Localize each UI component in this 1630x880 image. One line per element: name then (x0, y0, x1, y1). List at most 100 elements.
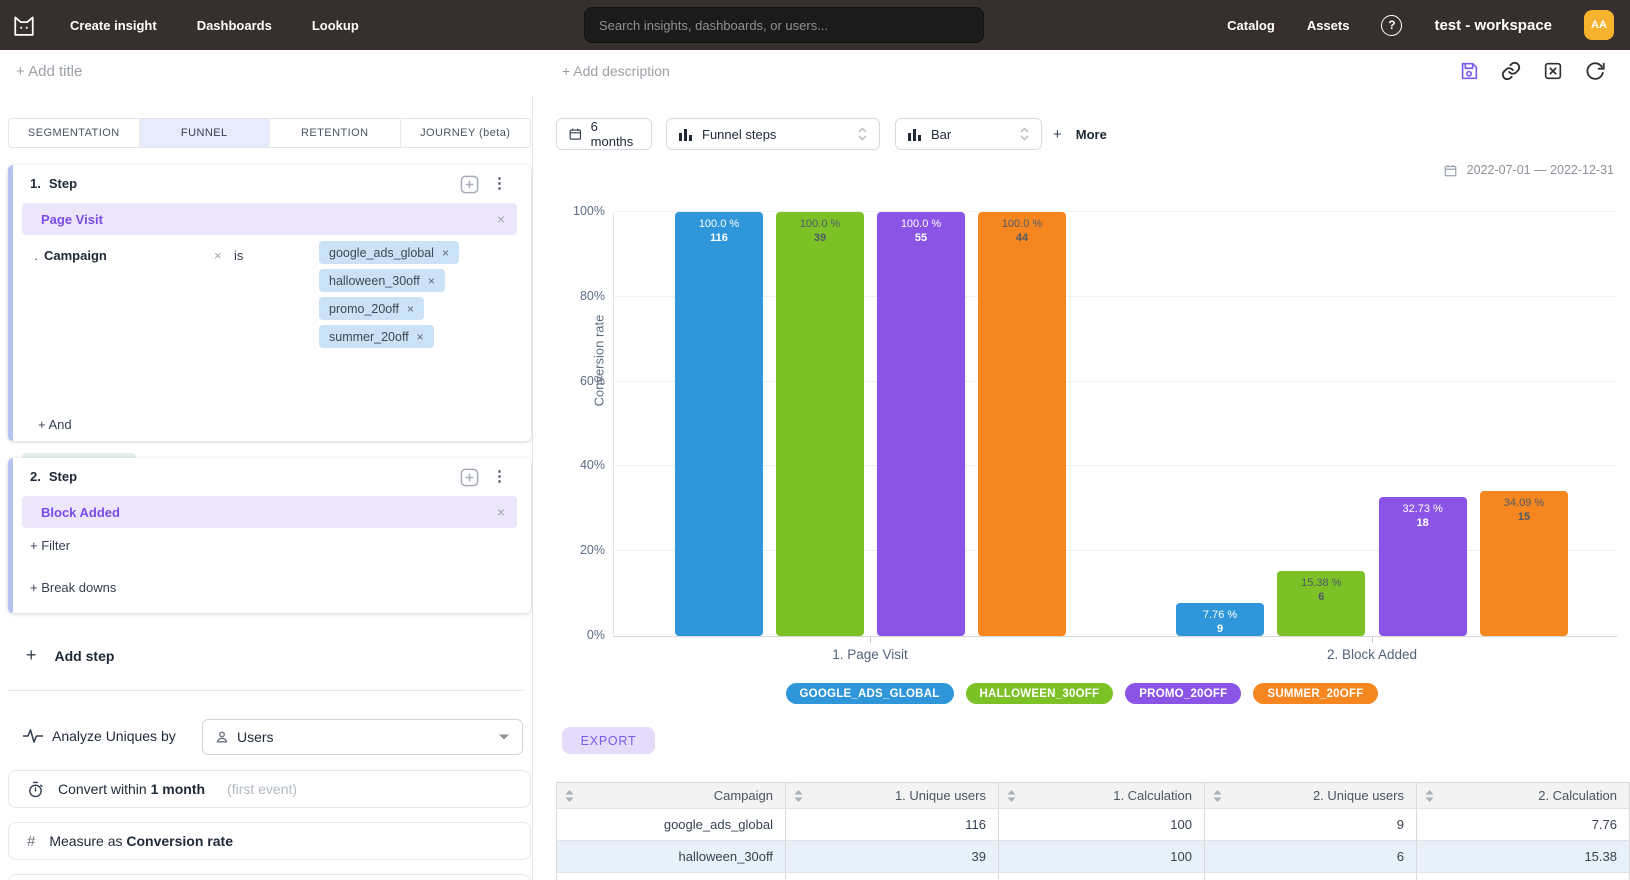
step-menu-icon[interactable]: ⋮ (492, 468, 507, 485)
table-header-row: Campaign 1. Unique users 1. Calculation 2. … (556, 782, 1630, 809)
add-filter-link[interactable]: + Filter (30, 538, 71, 553)
filter-value-pill[interactable]: google_ads_global × (319, 241, 459, 264)
column-header-campaign[interactable]: Campaign (556, 782, 786, 809)
add-step-button[interactable]: + Add step (26, 645, 115, 665)
table-cell (1205, 873, 1417, 880)
save-icon[interactable] (1458, 60, 1480, 82)
more-options-button[interactable]: + More (1053, 125, 1107, 143)
column-header-2-unique-users[interactable]: 2. Unique users (1205, 782, 1417, 809)
filter-value-pill[interactable]: summer_20off × (319, 325, 434, 348)
table-cell: 100 (999, 809, 1205, 841)
funnel-bar-promo-20off[interactable]: 100.0 % 55 (877, 212, 965, 636)
add-title-button[interactable]: + Add title (16, 63, 83, 80)
y-axis-tick: 100% (573, 204, 605, 218)
add-in-step-icon[interactable] (460, 468, 479, 487)
funnel-bar-halloween-30off[interactable]: 100.0 % 39 (776, 212, 864, 636)
analyze-entity-select[interactable]: Users (202, 719, 523, 755)
bar-count-label: 18 (1416, 517, 1429, 530)
tab-retention[interactable]: RETENTION (270, 119, 401, 147)
filter-property[interactable]: Campaign (44, 248, 107, 263)
step-menu-icon[interactable]: ⋮ (492, 175, 507, 192)
search-input[interactable] (584, 7, 984, 43)
event-selector[interactable]: Page Visit × (22, 203, 517, 235)
export-button[interactable]: EXPORT (562, 727, 655, 754)
remove-event-icon[interactable]: × (496, 211, 505, 227)
help-icon[interactable]: ? (1381, 14, 1403, 36)
table-row-partial (556, 873, 1630, 880)
nav-item-assets[interactable]: Assets (1306, 17, 1350, 33)
bar-pct-label: 15.38 % (1301, 576, 1342, 589)
event-selector[interactable]: Block Added × (22, 496, 517, 528)
bar-value-label: 15.38 % 6 (1277, 576, 1365, 604)
add-and-condition[interactable]: + And (38, 417, 72, 432)
select-chevrons-icon (1020, 127, 1029, 141)
funnel-bar-promo-20off[interactable]: 32.73 % 18 (1378, 497, 1467, 636)
funnel-bar-halloween-30off[interactable]: 15.38 % 6 (1277, 570, 1366, 636)
bar-pct-label: 34.09 % (1503, 497, 1545, 510)
step-title: 1. Step (30, 176, 78, 191)
y-axis-tick: 20% (579, 543, 605, 558)
column-header-label: Campaign (713, 788, 773, 803)
date-range-button[interactable]: 6 months (556, 118, 652, 150)
legend-item-halloween-30off[interactable]: HALLOWEEN_30OFF (965, 683, 1114, 704)
legend-item-google-ads-global[interactable]: GOOGLE_ADS_GLOBAL (785, 683, 954, 704)
insight-type-tabs: SEGMENTATION FUNNEL RETENTION JOURNEY (beta… (8, 118, 531, 148)
bar-count-label: 55 (914, 232, 928, 244)
table-cell (556, 873, 786, 880)
add-description-button[interactable]: + Add description (562, 63, 670, 79)
nav-item-catalog[interactable]: Catalog (1227, 17, 1275, 33)
conversion-window-setting[interactable]: Convert within 1 month (first event) (8, 770, 531, 808)
measure-setting[interactable]: # Measure as Conversion rate (8, 822, 531, 860)
chart-type-select[interactable]: Bar (895, 118, 1042, 150)
funnel-bar-summer-20off[interactable]: 100.0 % 44 (978, 212, 1066, 636)
next-setting-partial[interactable] (8, 874, 531, 880)
nav-item-dashboards[interactable]: Dashboards (196, 17, 272, 33)
remove-value-icon[interactable]: × (416, 329, 424, 344)
tab-funnel[interactable]: FUNNEL (139, 119, 270, 147)
column-header-2-calculation[interactable]: 2. Calculation (1417, 782, 1630, 809)
gridline (614, 465, 1617, 467)
add-in-step-icon[interactable] (460, 175, 479, 194)
remove-value-icon[interactable]: × (406, 301, 414, 316)
legend-item-promo-20off[interactable]: PROMO_20OFF (1125, 683, 1242, 704)
tab-segmentation[interactable]: SEGMENTATION (9, 119, 140, 147)
column-header-1-unique-users[interactable]: 1. Unique users (786, 782, 999, 809)
table-cell (999, 873, 1205, 880)
bar-value-label: 32.73 % 18 (1379, 502, 1467, 530)
bar-count-label: 6 (1318, 590, 1325, 603)
funnel-bar-google-ads-global[interactable]: 7.76 % 9 (1176, 603, 1264, 636)
x-axis-category-label: 2. Block Added (1326, 647, 1418, 662)
avatar[interactable]: AA (1584, 10, 1614, 40)
remove-filter-icon[interactable]: × (214, 248, 222, 263)
table-cell: 9 (1205, 809, 1417, 841)
funnel-builder-panel: SEGMENTATION FUNNEL RETENTION JOURNEY (beta… (0, 95, 533, 880)
nav-item-lookup[interactable]: Lookup (311, 17, 359, 33)
filter-value-pill[interactable]: halloween_30off × (319, 269, 445, 292)
results-table: Campaign 1. Unique users 1. Calculation 2. … (556, 782, 1630, 880)
remove-event-icon[interactable]: × (496, 504, 505, 520)
table-row: halloween_30off 39 100 6 15.38 (556, 841, 1630, 873)
display-mode-select[interactable]: Funnel steps (666, 118, 880, 150)
remove-value-icon[interactable]: × (441, 245, 449, 260)
bar-group: 100.0 % 116 100.0 % 39 100.0 % 55 100.0 % 44 (675, 212, 1066, 636)
tab-journey-beta[interactable]: JOURNEY (beta) (420, 127, 511, 139)
column-header-1-calculation[interactable]: 1. Calculation (999, 782, 1205, 809)
calendar-icon (1444, 164, 1457, 176)
y-axis-tick: 80% (579, 288, 605, 303)
link-icon[interactable] (1500, 60, 1522, 82)
remove-value-icon[interactable]: × (427, 273, 435, 288)
close-box-icon[interactable] (1542, 60, 1564, 82)
app-logo-icon[interactable] (10, 11, 38, 39)
nav-item-create-insight[interactable]: Create insight (70, 17, 157, 33)
legend-item-summer-20off[interactable]: SUMMER_20OFF (1253, 683, 1378, 704)
filter-value-pill[interactable]: promo_20off × (319, 297, 424, 320)
funnel-bar-summer-20off[interactable]: 34.09 % 15 (1479, 491, 1568, 636)
refresh-icon[interactable] (1584, 60, 1606, 82)
main-nav: Create insight Dashboards Lookup (70, 0, 359, 50)
add-breakdowns-link[interactable]: + Break downs (30, 580, 117, 595)
filter-operator[interactable]: is (234, 248, 244, 263)
funnel-bar-google-ads-global[interactable]: 100.0 % 116 (675, 212, 763, 636)
event-name: Page Visit (41, 211, 103, 227)
table-cell: 15.38 (1417, 841, 1630, 873)
workspace-name[interactable]: test - workspace (1434, 16, 1552, 34)
